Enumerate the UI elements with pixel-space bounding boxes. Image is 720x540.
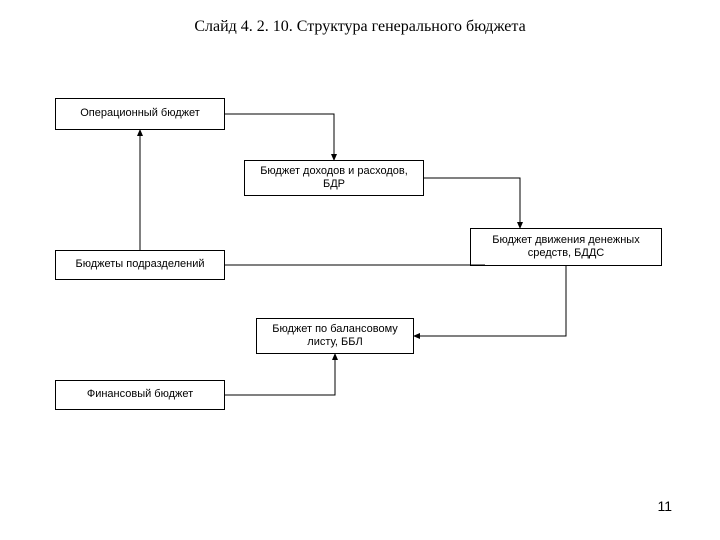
node-bdr: Бюджет доходов и расходов, БДР bbox=[244, 160, 424, 196]
node-bbl: Бюджет по балансовому листу, ББЛ bbox=[256, 318, 414, 354]
node-bdds: Бюджет движения денежных средств, БДДС bbox=[470, 228, 662, 266]
node-operational-budget: Операционный бюджет bbox=[55, 98, 225, 130]
node-financial-budget: Финансовый бюджет bbox=[55, 380, 225, 410]
page-number: 11 bbox=[657, 498, 672, 514]
node-subdivision-budgets: Бюджеты подразделений bbox=[55, 250, 225, 280]
slide-title: Слайд 4. 2. 10. Структура генерального б… bbox=[0, 18, 720, 36]
